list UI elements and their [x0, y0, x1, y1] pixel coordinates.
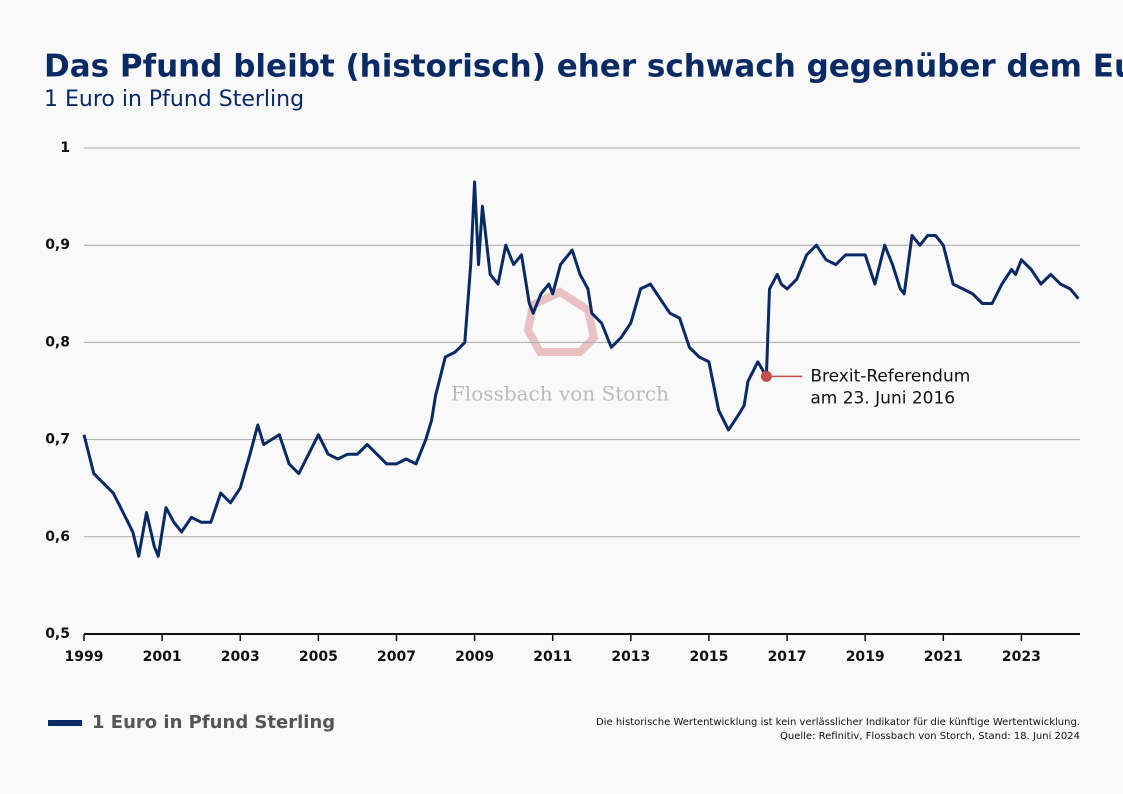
x-tick-label: 2015: [689, 649, 728, 665]
x-tick-label: 2007: [377, 649, 416, 665]
x-tick-label: 2011: [533, 649, 572, 665]
x-tick-label: 2021: [924, 649, 963, 665]
y-tick-label: 0,9: [45, 237, 70, 253]
y-tick-label: 0,8: [45, 334, 70, 350]
x-tick-label: 2003: [221, 649, 260, 665]
x-tick-label: 2001: [143, 649, 182, 665]
x-tick-label: 2017: [768, 649, 807, 665]
x-tick-label: 2013: [611, 649, 650, 665]
chart-subtitle: 1 Euro in Pfund Sterling: [44, 87, 304, 112]
annotation-marker: [760, 370, 772, 382]
y-tick-label: 0,7: [45, 432, 70, 448]
legend-swatch: [48, 720, 82, 726]
source: Quelle: Refinitiv, Flossbach von Storch,…: [780, 731, 1080, 742]
x-tick-label: 2023: [1002, 649, 1041, 665]
x-tick-label: 2009: [455, 649, 494, 665]
y-tick-label: 1: [60, 140, 70, 156]
y-tick-label: 0,6: [45, 529, 70, 545]
note: Die historische Wertentwicklung ist kein…: [596, 717, 1080, 728]
legend-label: 1 Euro in Pfund Sterling: [92, 712, 335, 733]
annotation-text: am 23. Juni 2016: [810, 388, 955, 408]
watermark: Flossbach von Storch: [451, 382, 669, 406]
y-tick-label: 0,5: [45, 626, 70, 642]
line-series: [82, 180, 1080, 558]
x-tick-label: 2005: [299, 649, 338, 665]
x-tick-label: 2019: [846, 649, 885, 665]
annotation-text: Brexit-Referendum: [810, 366, 970, 386]
x-tick-label: 1999: [65, 649, 104, 665]
chart-title: Das Pfund bleibt (historisch) eher schwa…: [44, 49, 1123, 85]
